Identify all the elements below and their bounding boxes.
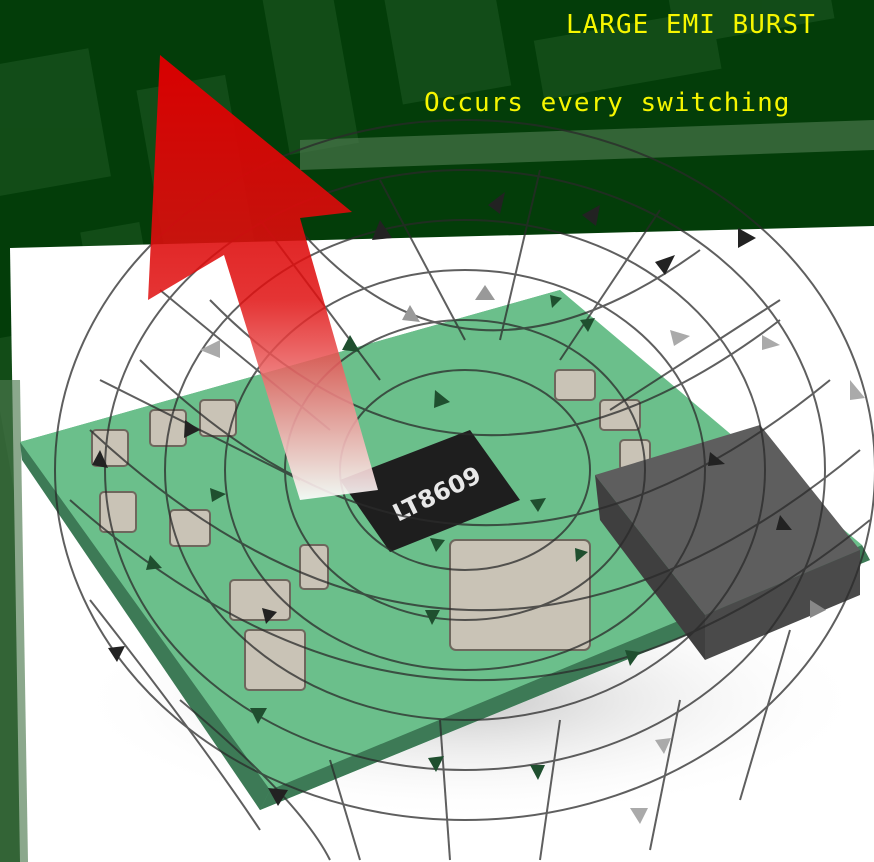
direction-arrowhead-icon: [268, 788, 288, 806]
caption-line-1: LARGE EMI BURST: [566, 10, 816, 40]
direction-arrowhead-icon: [402, 305, 420, 322]
direction-arrowhead-icon: [146, 555, 162, 570]
direction-arrowhead-icon: [530, 765, 545, 780]
direction-arrowhead-icon: [250, 708, 267, 724]
direction-arrowhead-icon: [670, 330, 690, 346]
direction-arrowhead-icon: [428, 756, 444, 772]
direction-arrowhead-icon: [580, 318, 595, 332]
direction-arrowhead-icon: [425, 610, 440, 625]
direction-arrowhead-icon: [434, 390, 450, 408]
inductor: [595, 425, 860, 660]
components: LT8609: [91, 369, 860, 691]
direction-arrowhead-icon: [92, 450, 108, 468]
direction-arrowhead-icon: [200, 340, 220, 358]
direction-arrowhead-icon: [850, 380, 865, 400]
direction-arrowhead-icon: [372, 220, 392, 240]
direction-arrowhead-icon: [475, 285, 495, 300]
caption-line-2: Occurs every switching: [424, 88, 791, 118]
direction-arrowhead-icon: [810, 600, 826, 618]
direction-arrowhead-icon: [776, 515, 792, 530]
direction-arrowhead-icon: [262, 608, 277, 624]
direction-arrowhead-icon: [550, 295, 562, 308]
direction-arrowhead-icon: [630, 808, 648, 824]
direction-arrowhead-icon: [575, 548, 588, 562]
direction-arrowhead-icon: [582, 205, 600, 226]
direction-arrowhead-icon: [655, 255, 675, 275]
field-direction-arrows: [92, 192, 865, 824]
direction-arrowhead-icon: [210, 488, 226, 502]
red-up-arrow-icon: [148, 55, 378, 500]
direction-arrowhead-icon: [530, 498, 546, 512]
direction-arrowhead-icon: [430, 538, 445, 552]
direction-arrowhead-icon: [488, 192, 505, 214]
direction-arrowhead-icon: [342, 335, 360, 352]
direction-arrowhead-icon: [762, 335, 780, 350]
direction-arrowhead-icon: [625, 650, 640, 666]
direction-arrowhead-icon: [738, 228, 756, 248]
direction-arrowhead-icon: [108, 646, 125, 662]
background-strips: [0, 120, 874, 862]
direction-arrowhead-icon: [708, 452, 725, 466]
direction-arrowhead-icon: [184, 420, 200, 438]
direction-arrowhead-icon: [655, 738, 671, 754]
